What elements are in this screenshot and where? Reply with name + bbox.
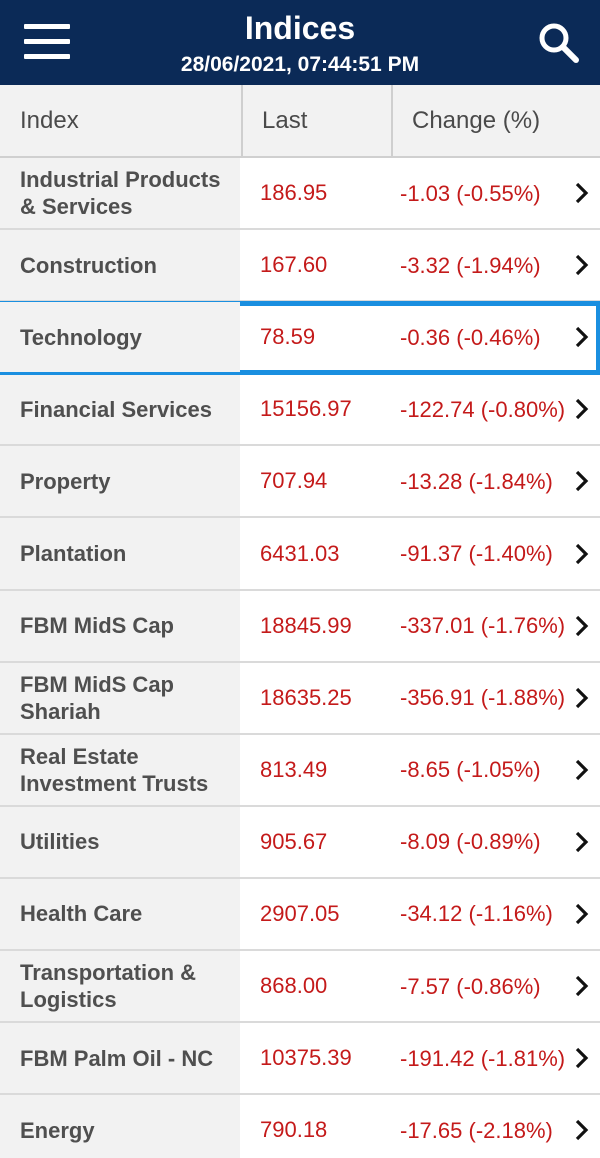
change-value: -8.09 (-0.89%) [400, 829, 541, 855]
chevron-right-icon[interactable] [574, 974, 590, 998]
last-value: 18845.99 [260, 612, 352, 638]
chevron-right-icon[interactable] [574, 469, 590, 493]
change-value: -1.03 (-0.55%) [400, 180, 541, 206]
last-value: 10375.39 [260, 1045, 352, 1071]
index-row[interactable]: FBM MidS Cap Shariah 18635.25 -356.91 (-1.… [0, 662, 600, 735]
last-value: 6431.03 [260, 540, 340, 566]
chevron-right-icon[interactable] [574, 830, 590, 854]
indices-list: Industrial Products & Services 186.95 -1.0… [0, 158, 600, 1158]
index-row[interactable]: FBM Palm Oil - NC 10375.39 -191.42 (-1.81%… [0, 1023, 600, 1096]
index-row[interactable]: Utilities 905.67 -8.09 (-0.89%) [0, 806, 600, 879]
chevron-right-icon[interactable] [574, 1046, 590, 1070]
page-title: Indices [244, 10, 356, 46]
index-name: Transportation & Logistics [0, 951, 240, 1022]
index-name: Construction [0, 230, 240, 301]
index-row[interactable]: Property 707.94 -13.28 (-1.84%) [0, 446, 600, 519]
chevron-right-icon[interactable] [574, 397, 590, 421]
chevron-right-icon[interactable] [574, 253, 590, 277]
change-value: -191.42 (-1.81%) [400, 1045, 566, 1071]
index-row[interactable]: Construction 167.60 -3.32 (-1.94%) [0, 230, 600, 303]
index-name: Financial Services [0, 374, 240, 445]
column-header-change[interactable]: Change (%) [391, 85, 600, 156]
last-value: 868.00 [260, 973, 328, 999]
change-value: -13.28 (-1.84%) [400, 468, 553, 494]
index-name: FBM MidS Cap [0, 590, 240, 661]
last-value: 167.60 [260, 252, 328, 278]
chevron-right-icon[interactable] [574, 181, 590, 205]
change-value: -17.65 (-2.18%) [400, 1117, 553, 1143]
hamburger-menu-icon[interactable] [24, 24, 70, 60]
change-value: -0.36 (-0.46%) [400, 324, 541, 350]
index-name: Energy [0, 1095, 240, 1158]
table-header: Index Last Change (%) [0, 85, 600, 158]
last-value: 790.18 [260, 1117, 328, 1143]
index-row[interactable]: Energy 790.18 -17.65 (-2.18%) [0, 1095, 600, 1158]
index-row[interactable]: Plantation 6431.03 -91.37 (-1.40%) [0, 518, 600, 591]
last-value: 18635.25 [260, 684, 352, 710]
index-name: Technology [0, 302, 240, 373]
index-row[interactable]: Transportation & Logistics 868.00 -7.57 (-… [0, 951, 600, 1024]
change-value: -356.91 (-1.88%) [400, 685, 566, 711]
column-header-last[interactable]: Last [241, 85, 391, 156]
column-header-index[interactable]: Index [20, 106, 79, 134]
index-name: FBM Palm Oil - NC [0, 1023, 240, 1094]
index-name: Utilities [0, 806, 240, 877]
chevron-right-icon[interactable] [574, 542, 590, 566]
index-row[interactable]: Real Estate Investment Trusts 813.49 -8.65… [0, 734, 600, 807]
change-value: -34.12 (-1.16%) [400, 901, 553, 927]
change-value: -8.65 (-1.05%) [400, 757, 541, 783]
change-value: -91.37 (-1.40%) [400, 541, 553, 567]
chevron-right-icon[interactable] [574, 1118, 590, 1142]
chevron-right-icon[interactable] [574, 614, 590, 638]
last-updated-timestamp: 28/06/2021, 07:44:51 PM [180, 53, 420, 76]
index-name: FBM MidS Cap Shariah [0, 662, 240, 733]
chevron-right-icon[interactable] [574, 325, 590, 349]
change-value: -7.57 (-0.86%) [400, 973, 541, 999]
search-icon[interactable] [538, 22, 580, 64]
change-value: -3.32 (-1.94%) [400, 252, 541, 278]
last-value: 78.59 [260, 324, 316, 350]
change-value: -122.74 (-0.80%) [400, 396, 566, 422]
last-value: 707.94 [260, 468, 328, 494]
index-name: Industrial Products & Services [0, 158, 240, 229]
index-name: Property [0, 446, 240, 517]
last-value: 186.95 [260, 180, 328, 206]
last-value: 15156.97 [260, 396, 352, 422]
chevron-right-icon[interactable] [574, 902, 590, 926]
index-row[interactable]: Industrial Products & Services 186.95 -1.0… [0, 158, 600, 231]
change-value: -337.01 (-1.76%) [400, 613, 566, 639]
chevron-right-icon[interactable] [574, 758, 590, 782]
top-app-bar: Indices 28/06/2021, 07:44:51 PM [0, 0, 600, 85]
chevron-right-icon[interactable] [574, 686, 590, 710]
index-name: Plantation [0, 518, 240, 589]
index-row[interactable]: FBM MidS Cap 18845.99 -337.01 (-1.76%) [0, 590, 600, 663]
index-name: Health Care [0, 878, 240, 950]
last-value: 813.49 [260, 756, 328, 782]
index-row[interactable]: Technology 78.59 -0.36 (-0.46%) [0, 301, 600, 376]
index-row[interactable]: Health Care 2907.05 -34.12 (-1.16%) [0, 878, 600, 952]
index-name: Real Estate Investment Trusts [0, 734, 240, 805]
index-row[interactable]: Financial Services 15156.97 -122.74 (-0.80… [0, 374, 600, 447]
last-value: 905.67 [260, 828, 328, 854]
last-value: 2907.05 [260, 900, 340, 926]
